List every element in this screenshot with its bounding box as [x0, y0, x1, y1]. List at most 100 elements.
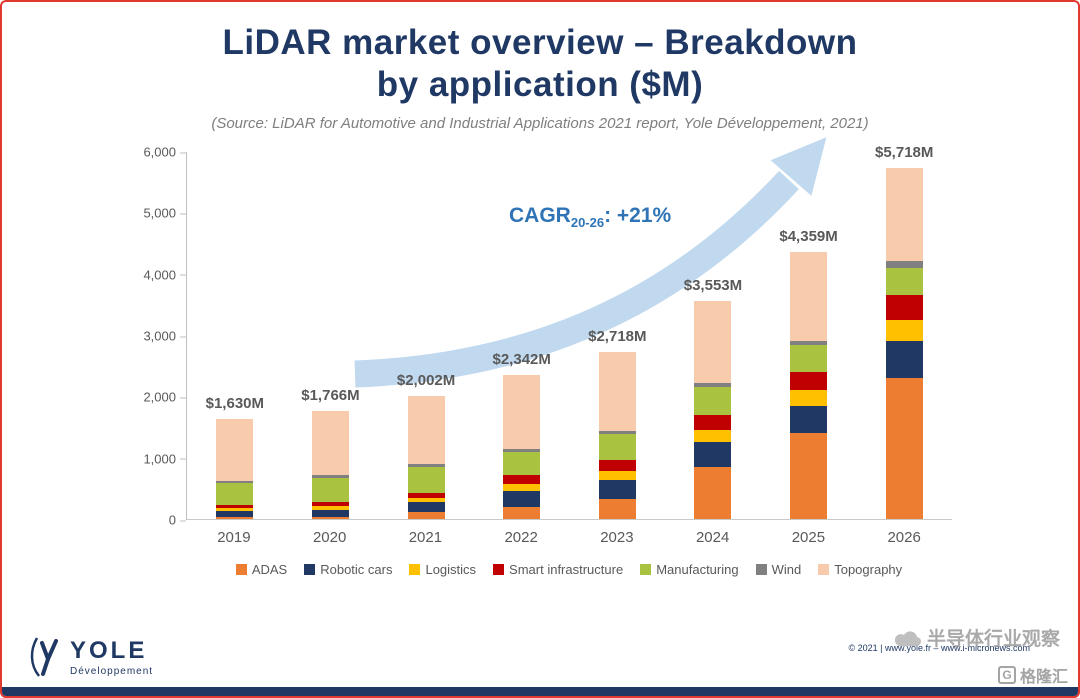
segment-robotic-cars	[598, 480, 636, 499]
bar-stack	[790, 251, 828, 519]
total-label: $2,002M	[396, 372, 456, 390]
x-tick-label: 2020	[312, 529, 347, 546]
chart-legend: ADAS Robotic cars Logistics Smart infrastru…	[186, 562, 952, 577]
segment-adas	[598, 498, 636, 519]
segment-robotic-cars	[694, 442, 732, 467]
total-label: $2,718M	[588, 328, 647, 346]
segment-adas	[503, 506, 541, 519]
segment-topography	[311, 410, 349, 476]
y-axis: 6,000 5,000 4,000 3,000 2,000 1,000 0	[114, 145, 187, 528]
y-tick-label: 5,000	[143, 205, 186, 221]
legend-swatch	[493, 564, 505, 575]
legend-item-robotic-cars: Robotic cars	[304, 562, 392, 577]
bar-column-2019: $1,630M	[187, 152, 283, 519]
total-label: $3,553M	[683, 277, 743, 295]
segment-robotic-cars	[885, 341, 923, 378]
segment-manufacturing	[694, 387, 732, 415]
bars-row: $1,630M $1,766M $2,002M $2,342M $2,718M $3,55…	[187, 144, 952, 519]
legend-swatch	[409, 564, 421, 575]
gelonghui-watermark: G 格隆汇	[997, 663, 1068, 687]
segment-smart-infrastructure	[503, 474, 541, 485]
legend-swatch	[640, 564, 652, 575]
segment-smart-infrastructure	[694, 414, 732, 431]
segment-manufacturing	[598, 434, 636, 461]
page-title: LiDAR market overview – Breakdown by app…	[2, 22, 1078, 106]
segment-smart-infrastructure	[311, 502, 349, 507]
segment-manufacturing	[407, 466, 445, 494]
y-tick-label: 4,000	[143, 267, 186, 283]
bar-column-2025: $4,359M	[761, 152, 857, 519]
segment-manufacturing	[311, 477, 349, 503]
source-subtitle: (Source: LiDAR for Automotive and Indust…	[211, 115, 869, 132]
x-axis-labels: 2019 2020 2021 2022 2023 2024 2025 2026	[186, 520, 952, 546]
bar-stack	[885, 168, 923, 519]
bar-column-2026: $5,718M	[856, 144, 952, 519]
x-tick-label: 2026	[887, 529, 921, 546]
legend-swatch	[304, 564, 316, 575]
bar-stack	[407, 396, 445, 519]
segment-wind	[598, 430, 636, 435]
segment-adas	[694, 466, 732, 519]
segment-topography	[694, 301, 732, 383]
bar-column-2024: $3,553M	[665, 152, 761, 519]
gelonghui-text: 格隆汇	[1019, 669, 1068, 686]
legend-item-manufacturing: Manufacturing	[640, 562, 739, 577]
segment-wind	[503, 448, 541, 452]
legend-label: Logistics	[425, 562, 477, 577]
chart-header: LiDAR market overview – Breakdown by app…	[2, 2, 1078, 132]
bar-column-2020: $1,766M	[283, 152, 379, 519]
stacked-bar-chart: 6,000 5,000 4,000 3,000 2,000 1,000 0 CAGR20-2…	[114, 137, 952, 528]
x-tick-label: 2019	[217, 529, 251, 546]
segment-smart-infrastructure	[216, 504, 254, 508]
bar-stack	[503, 375, 541, 519]
legend-item-topography: Topography	[818, 562, 902, 577]
segment-adas	[790, 433, 828, 519]
bar-column-2022: $2,342M	[474, 152, 570, 519]
segment-topography	[598, 352, 636, 431]
plot-area: CAGR20-26: +21% $1,630M $1,766M $2,002M $2,…	[186, 137, 952, 520]
segment-topography	[885, 168, 923, 262]
title-line-2: by application ($M)	[376, 65, 704, 104]
segment-smart-infrastructure	[598, 460, 636, 472]
segment-wind	[216, 481, 254, 484]
legend-label: Topography	[834, 562, 903, 577]
legend-label: Smart infrastructure	[509, 562, 624, 577]
total-label: $1,630M	[205, 395, 264, 413]
legend-label: Manufacturing	[656, 562, 739, 577]
segment-logistics	[216, 507, 254, 512]
segment-robotic-cars	[790, 405, 828, 434]
segment-wind	[694, 382, 732, 388]
segment-logistics	[694, 430, 732, 443]
segment-logistics	[407, 498, 445, 503]
segment-adas	[407, 511, 445, 519]
legend-item-logistics: Logistics	[409, 562, 476, 577]
segment-wind	[790, 340, 828, 346]
copyright-text: © 2021 | www.yole.fr – www.i-micronews.c…	[848, 643, 1030, 653]
segment-wind	[407, 464, 445, 467]
x-tick-label: 2021	[408, 529, 443, 546]
legend-label: ADAS	[251, 562, 288, 577]
bottom-bar	[2, 687, 1078, 696]
y-tick-label: 2,000	[143, 389, 186, 405]
segment-robotic-cars	[503, 491, 541, 507]
segment-adas	[311, 516, 349, 519]
x-tick-label: 2022	[504, 529, 538, 546]
segment-topography	[503, 375, 541, 449]
legend-label: Robotic cars	[320, 562, 393, 577]
segment-wind	[311, 475, 349, 478]
y-tick-label: 1,000	[143, 451, 186, 467]
legend-swatch	[235, 564, 247, 575]
segment-topography	[407, 396, 445, 465]
legend-item-adas: ADAS	[235, 562, 288, 577]
yole-logo-text: YOLE Développement	[70, 637, 153, 677]
segment-manufacturing	[216, 483, 254, 505]
segment-smart-infrastructure	[885, 295, 923, 320]
bar-stack	[694, 301, 732, 519]
watermark-text: 半导体行业观察	[926, 629, 1060, 650]
yole-logo-icon	[30, 637, 58, 677]
title-line-1: LiDAR market overview – Breakdown	[222, 23, 858, 62]
segment-wind	[885, 261, 923, 268]
segment-robotic-cars	[311, 509, 349, 517]
gelonghui-icon: G	[997, 666, 1016, 684]
